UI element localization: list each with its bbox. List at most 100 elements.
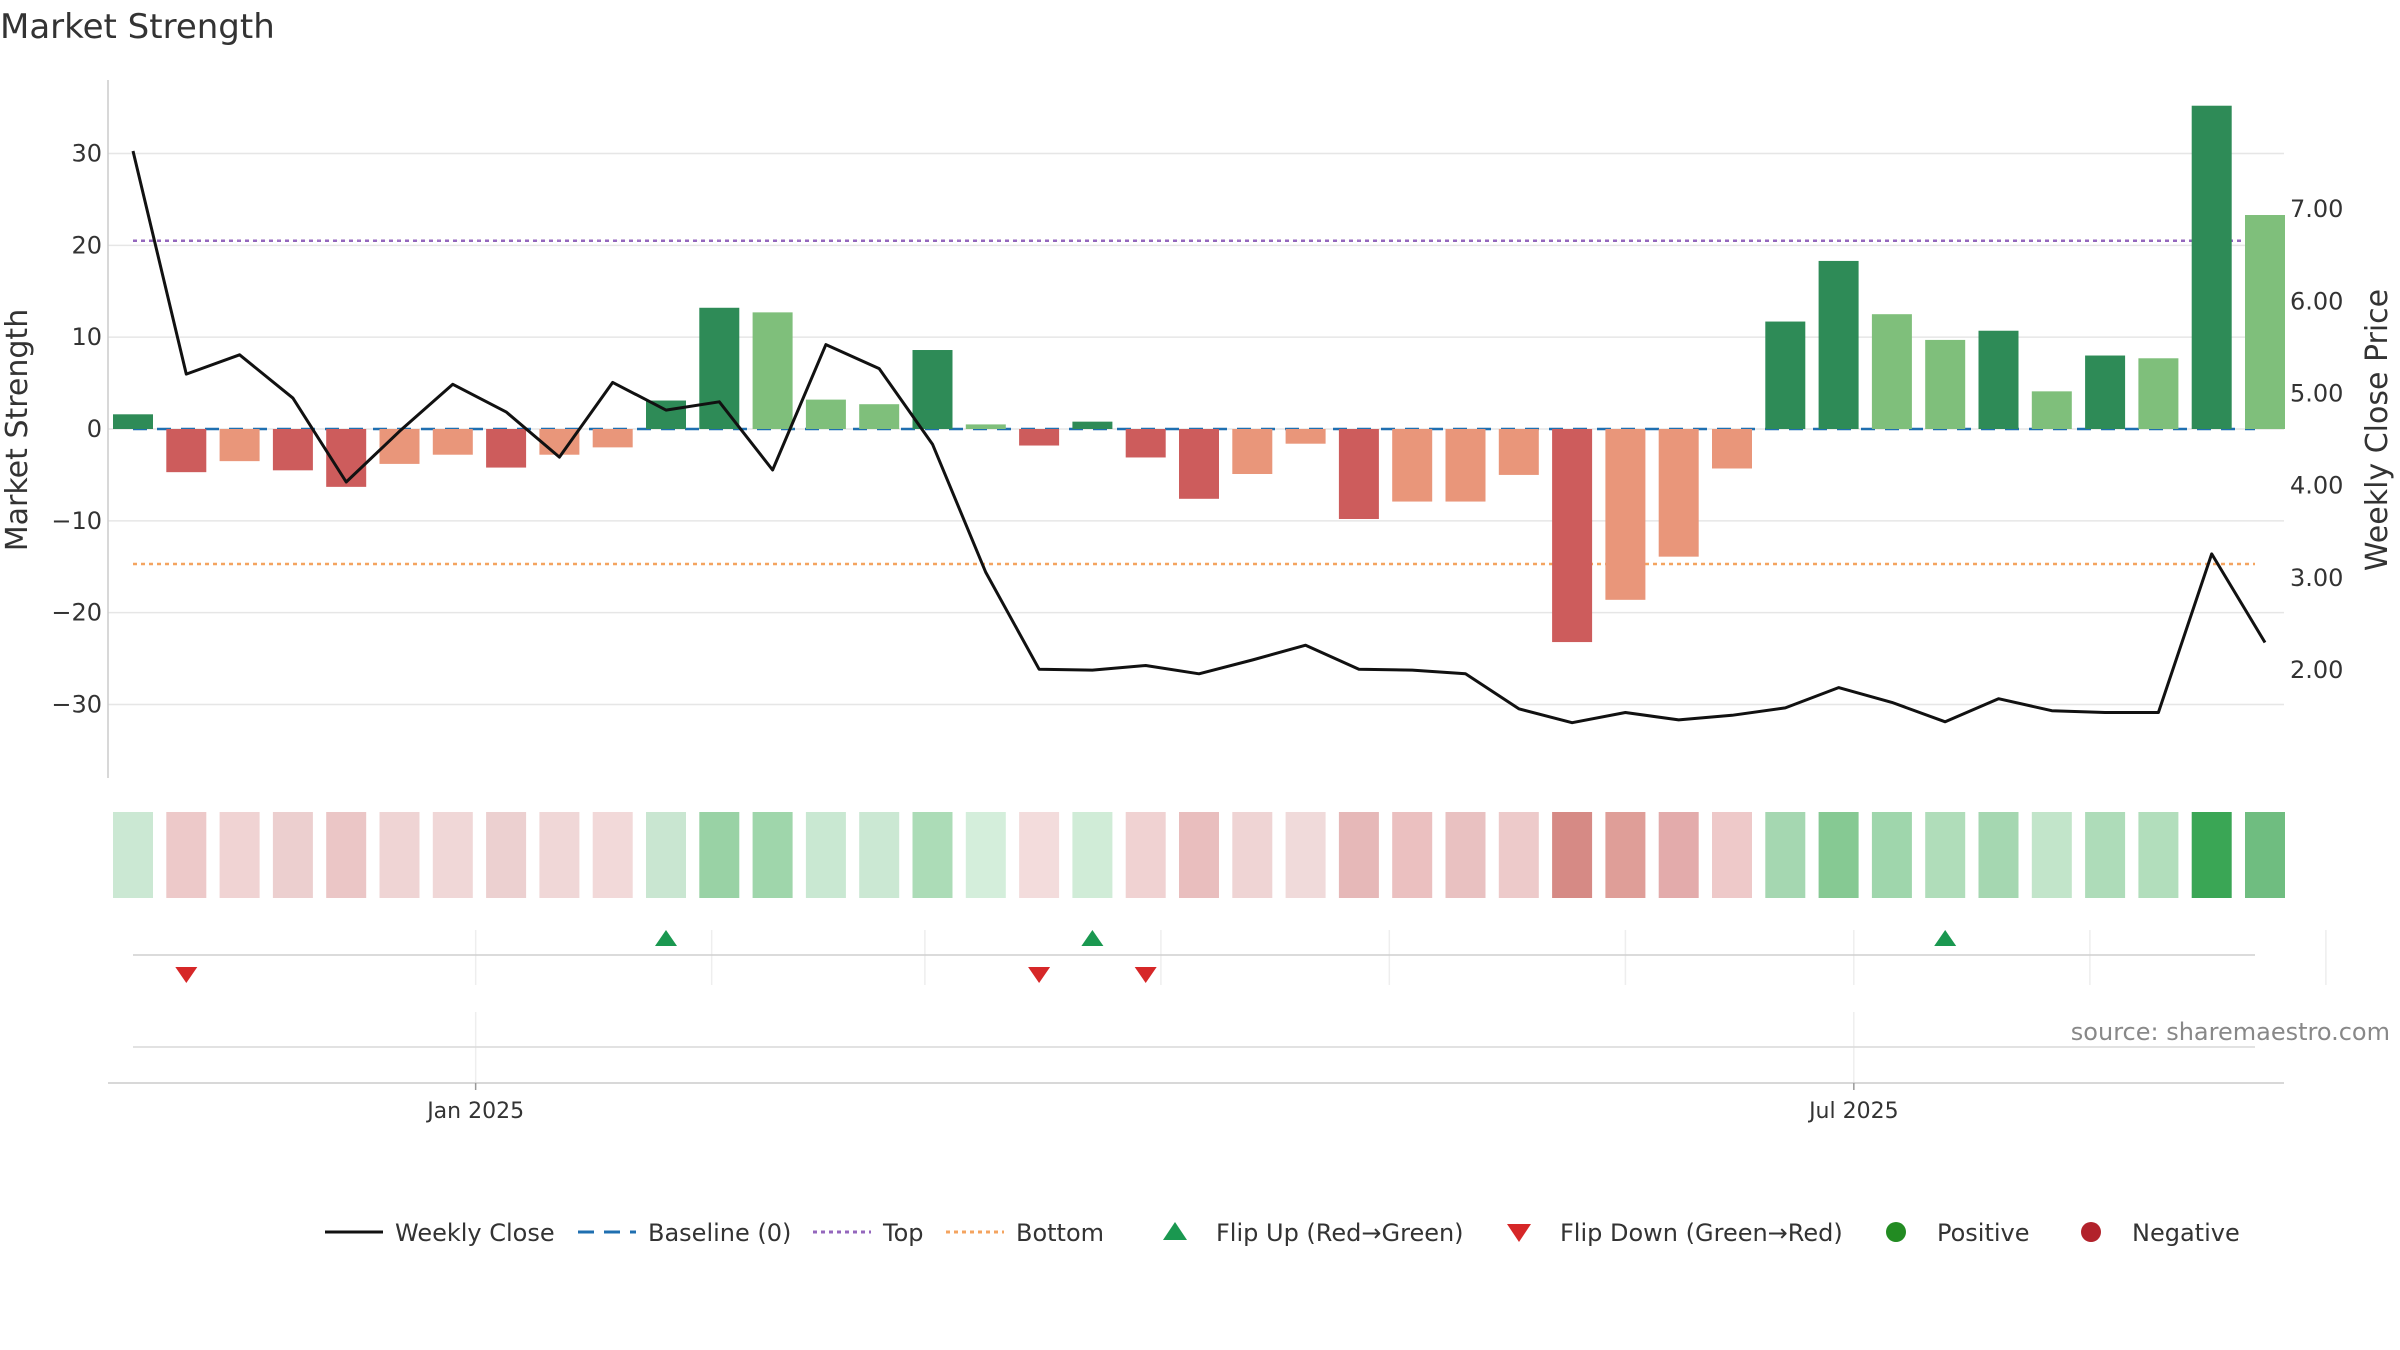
heat-cell — [1392, 812, 1433, 898]
heat-cell — [646, 812, 686, 898]
y-tick-label: −30 — [51, 691, 102, 719]
legend-label: Flip Down (Green→Red) — [1560, 1219, 1843, 1247]
flip-up-marker — [655, 930, 677, 946]
heat-cell — [1925, 812, 1966, 898]
strength-bar — [1712, 429, 1752, 469]
y-tick-label: 30 — [71, 139, 102, 167]
y-axis-left: 30 20 10 0 −10 −20 −30 — [51, 80, 109, 778]
strength-bar — [1285, 429, 1326, 444]
strength-bar — [1871, 314, 1912, 429]
strength-bar — [2138, 358, 2179, 429]
weekly-close-series — [131, 150, 2267, 725]
y-axis-right: 7.00 6.00 5.00 4.00 3.00 2.00 — [2290, 195, 2343, 684]
strength-bar — [2191, 105, 2232, 429]
heat-cell — [486, 812, 527, 898]
chart-title: Market Strength — [0, 7, 275, 47]
strength-bar — [912, 350, 953, 429]
strength-bar — [1925, 339, 1966, 429]
heat-cell — [1605, 812, 1646, 898]
heat-cell — [539, 812, 580, 898]
flip-down-icon — [1507, 1224, 1531, 1242]
heat-cell — [1285, 812, 1326, 898]
strength-bar — [1978, 330, 2019, 429]
heat-cell — [1232, 812, 1273, 898]
heat-cell — [965, 812, 1006, 898]
y-axis-title: Market Strength — [0, 309, 35, 551]
legend-label: Top — [882, 1219, 924, 1247]
heat-cell — [113, 812, 153, 898]
heat-cell — [1712, 812, 1752, 898]
flip-up-marker — [1081, 930, 1104, 946]
strength-bar — [2245, 215, 2285, 429]
strength-bar — [1125, 429, 1166, 458]
heat-cell — [1765, 812, 1806, 898]
legend-label: Positive — [1937, 1219, 2030, 1247]
strength-bar — [272, 429, 313, 471]
heat-cell — [219, 812, 260, 898]
strength-bar — [805, 399, 846, 429]
legend-item: Top — [813, 1219, 924, 1247]
legend-item: Weekly Close — [325, 1219, 555, 1247]
strength-bar — [592, 429, 633, 448]
flip-up-marker — [1934, 930, 1957, 946]
date-axis: Jan 2025 Jul 2025 — [108, 1012, 2284, 1124]
legend-label: Flip Up (Red→Green) — [1216, 1219, 1464, 1247]
legend-label: Weekly Close — [395, 1219, 555, 1247]
flip-up-icon — [1163, 1222, 1187, 1240]
strength-bar — [1605, 429, 1646, 600]
heat-cell — [326, 812, 367, 898]
legend-label: Bottom — [1016, 1219, 1104, 1247]
strength-bar — [1818, 260, 1859, 429]
strength-bars — [113, 105, 2285, 643]
heat-cell — [1125, 812, 1166, 898]
strength-heat-strip — [113, 812, 2285, 898]
flip-markers-panel — [133, 930, 2327, 985]
date-tick-label: Jan 2025 — [425, 1099, 524, 1124]
heat-cell — [1978, 812, 2019, 898]
strength-bar — [859, 404, 900, 429]
legend-item: Baseline (0) — [578, 1219, 791, 1247]
flip-down-marker — [1134, 967, 1157, 983]
strength-bar — [699, 307, 740, 429]
source-label: source: sharemaestro.com — [2071, 1018, 2390, 1046]
heat-cell — [2031, 812, 2072, 898]
y-tick-label: 0 — [87, 415, 102, 443]
legend-item: Flip Up (Red→Green) — [1163, 1219, 1464, 1247]
heat-cell — [166, 812, 207, 898]
y-tick-label: −20 — [51, 599, 102, 627]
strength-bar — [2085, 355, 2126, 429]
heat-cell — [1552, 812, 1593, 898]
heat-cell — [1871, 812, 1912, 898]
heat-cell — [1338, 812, 1379, 898]
strength-bar — [1232, 429, 1273, 475]
strength-bar — [432, 429, 473, 455]
heat-cell — [1072, 812, 1113, 898]
heat-cell — [2085, 812, 2126, 898]
heat-cell — [379, 812, 420, 898]
y-tick-label: 20 — [71, 231, 102, 259]
strength-bar — [2031, 391, 2072, 429]
heat-cell — [1019, 812, 1060, 898]
legend-item: Positive — [1886, 1219, 2030, 1247]
legend-circle-icon — [1886, 1222, 1906, 1242]
flip-down-marker — [175, 967, 198, 983]
strength-bar — [752, 312, 793, 429]
strength-bar — [113, 414, 153, 429]
strength-bar — [219, 429, 260, 462]
heat-cell — [1658, 812, 1699, 898]
legend-label: Negative — [2132, 1219, 2240, 1247]
y2-tick-label: 7.00 — [2290, 195, 2343, 223]
strength-bar — [539, 429, 580, 455]
heat-cell — [752, 812, 793, 898]
strength-bar — [379, 429, 420, 464]
legend-circle-icon — [2081, 1222, 2101, 1242]
y2-tick-label: 2.00 — [2290, 656, 2343, 684]
strength-bar — [1552, 429, 1593, 643]
heat-cell — [2138, 812, 2179, 898]
heat-cell — [1498, 812, 1539, 898]
strength-bar — [646, 400, 686, 429]
legend-item: Bottom — [946, 1219, 1104, 1247]
heat-cell — [272, 812, 313, 898]
heat-cell — [2245, 812, 2285, 898]
